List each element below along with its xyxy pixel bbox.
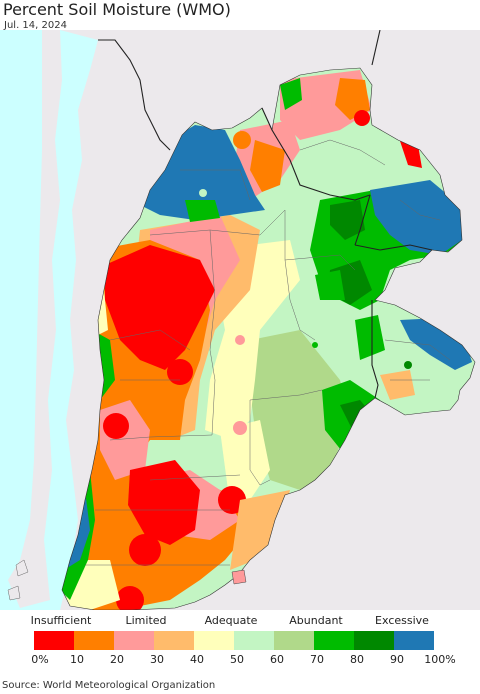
legend-tick: 60 (270, 653, 284, 666)
legend-tick: 30 (150, 653, 164, 666)
legend-tick: 70 (310, 653, 324, 666)
legend-tick: 0% (31, 653, 49, 666)
legend-swatch-1 (74, 631, 114, 650)
legend-swatch-0 (34, 631, 74, 650)
legend-tick: 100% (424, 653, 456, 666)
legend-swatch-7 (314, 631, 354, 650)
legend-category-insufficient: Insufficient (30, 614, 92, 627)
legend-tick: 20 (110, 653, 124, 666)
legend-category-excessive: Excessive (375, 614, 429, 627)
legend-color-bar (34, 631, 434, 650)
legend-tick: 90 (390, 653, 404, 666)
legend-category-limited: Limited (125, 614, 167, 627)
soil-moisture-map (0, 30, 480, 610)
legend-tick: 40 (190, 653, 204, 666)
legend-swatch-4 (194, 631, 234, 650)
legend-swatch-5 (234, 631, 274, 650)
legend-category-abundant: Abundant (289, 614, 343, 627)
legend-tick: 10 (70, 653, 84, 666)
legend: Insufficient Limited Adequate Abundant E… (0, 612, 480, 672)
legend-tick: 50 (230, 653, 244, 666)
legend-swatch-3 (154, 631, 194, 650)
legend-swatch-6 (274, 631, 314, 650)
legend-tick: 80 (350, 653, 364, 666)
legend-swatch-8 (354, 631, 394, 650)
map-title: Percent Soil Moisture (WMO) (3, 0, 231, 19)
legend-swatch-2 (114, 631, 154, 650)
legend-swatch-9 (394, 631, 434, 650)
source-credit: Source: World Meteorological Organizatio… (2, 680, 216, 691)
legend-category-adequate: Adequate (204, 614, 258, 627)
map-date: Jul. 14, 2024 (4, 20, 67, 31)
